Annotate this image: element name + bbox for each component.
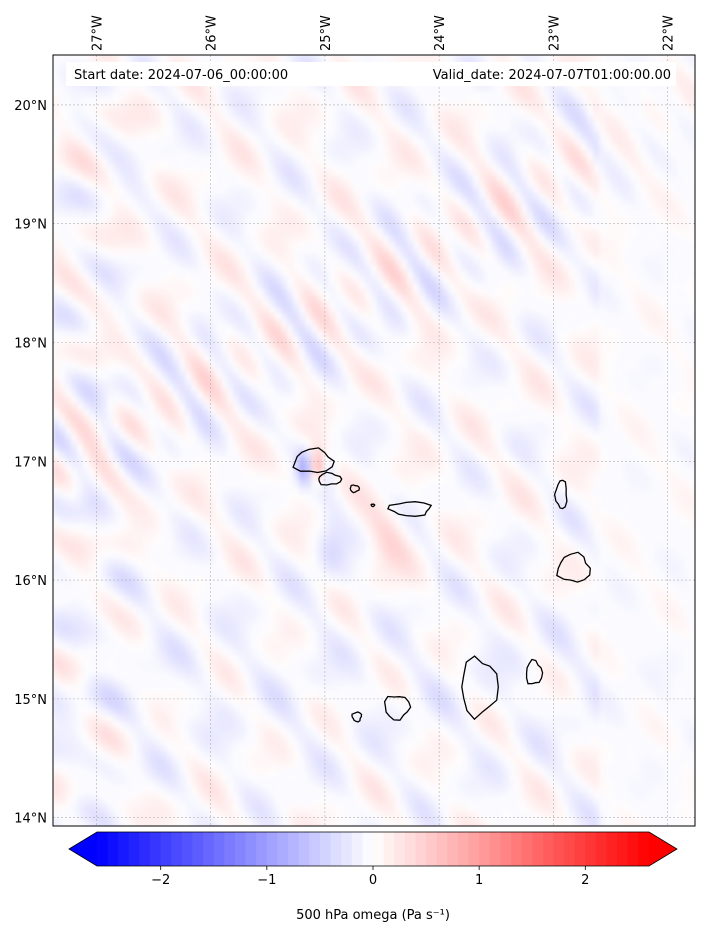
island-outline — [349, 484, 361, 494]
colorbar-label: 500 hPa omega (Pa s⁻¹) — [296, 908, 450, 923]
colorbar-segment — [532, 832, 544, 866]
island-outline — [351, 711, 363, 723]
valid-date-label: Valid_date: 2024-07-07T01:00:00.00 — [433, 68, 671, 83]
colorbar-segment — [362, 832, 374, 866]
colorbar-segment — [574, 832, 586, 866]
longitude-tick-label: 25°W — [319, 15, 334, 51]
colorbar-segment — [468, 832, 480, 866]
colorbar-segment — [139, 832, 151, 866]
colorbar-segment — [330, 832, 342, 866]
latitude-tick-label: 18°N — [14, 336, 47, 351]
latitude-tick-label: 14°N — [14, 812, 47, 827]
longitude-tick-label: 24°W — [433, 15, 448, 51]
colorbar-segment — [203, 832, 215, 866]
colorbar-segment — [457, 832, 469, 866]
colorbar-segment — [97, 832, 109, 866]
colorbar-segment — [298, 832, 310, 866]
colorbar-segment — [617, 832, 629, 866]
longitude-labels: 27°W 26°W 25°W 24°W 23°W 22°W — [90, 15, 676, 51]
colorbar-segment — [542, 832, 554, 866]
colorbar-segment — [213, 832, 225, 866]
colorbar-segment — [171, 832, 183, 866]
island-outline — [370, 503, 376, 508]
longitude-tick-label: 23°W — [547, 15, 562, 51]
colorbar-tick-label: 0 — [369, 873, 377, 888]
colorbar-tick-label: 2 — [581, 873, 589, 888]
island-outline — [387, 501, 433, 517]
colorbar-segment — [595, 832, 607, 866]
colorbar-segment — [288, 832, 300, 866]
island-outline — [383, 695, 412, 721]
colorbar-segment — [585, 832, 597, 866]
colorbar-segment — [489, 832, 501, 866]
colorbar-segment — [192, 832, 204, 866]
colorbar-segment — [404, 832, 416, 866]
colorbar-segment — [128, 832, 140, 866]
colorbar-tick-label: 1 — [475, 873, 483, 888]
colorbar-segment — [150, 832, 162, 866]
island-outline — [553, 479, 568, 510]
colorbar-segment — [553, 832, 565, 866]
colorbar-segment — [245, 832, 257, 866]
colorbar-segment — [118, 832, 130, 866]
colorbar-segment — [627, 832, 639, 866]
start-date-label: Start date: 2024-07-06_00:00:00 — [74, 68, 288, 83]
colorbar-segment — [426, 832, 438, 866]
colorbar-segment — [319, 832, 331, 866]
colorbar-segment — [638, 832, 650, 866]
colorbar-segment — [447, 832, 459, 866]
colorbar-tick-label: −2 — [151, 873, 170, 888]
colorbar-segment — [266, 832, 278, 866]
colorbar-segment — [606, 832, 618, 866]
colorbar-extend-low — [69, 832, 97, 866]
map-border — [52, 54, 696, 827]
coastlines — [292, 447, 591, 723]
island-outline — [461, 655, 499, 721]
latitude-tick-label: 15°N — [14, 693, 47, 708]
colorbar-segment — [394, 832, 406, 866]
latitude-tick-label: 16°N — [14, 574, 47, 589]
longitude-tick-label: 22°W — [662, 15, 677, 51]
colorbar-extend-high — [649, 832, 677, 866]
omega-field — [53, 55, 695, 826]
colorbar-segment — [383, 832, 395, 866]
colorbar-segment — [341, 832, 353, 866]
colorbar-segment — [309, 832, 321, 866]
map-gridlines — [53, 55, 695, 826]
colorbar-segment — [107, 832, 119, 866]
latitude-tick-label: 20°N — [14, 99, 47, 114]
colorbar-tick-label: −1 — [257, 873, 276, 888]
latitude-labels: 20°N 19°N 18°N 17°N 16°N 15°N 14°N — [14, 99, 47, 827]
longitude-tick-label: 27°W — [90, 15, 105, 51]
colorbar-segment — [564, 832, 576, 866]
colorbar-segment — [351, 832, 363, 866]
colorbar-segment — [521, 832, 533, 866]
colorbar-segment — [235, 832, 247, 866]
colorbar-segment — [181, 832, 193, 866]
header-box — [66, 62, 676, 86]
colorbar-segment — [479, 832, 491, 866]
island-outline — [525, 658, 544, 685]
colorbar-segment — [500, 832, 512, 866]
colorbar-segment — [256, 832, 268, 866]
colorbar-segment — [224, 832, 236, 866]
latitude-tick-label: 17°N — [14, 455, 47, 470]
island-outline — [292, 447, 335, 474]
colorbar: −2 −1 0 1 2 500 hPa omega (Pa s⁻¹) — [68, 831, 678, 923]
colorbar-segment — [436, 832, 448, 866]
colorbar-segment — [160, 832, 172, 866]
colorbar-outline — [68, 831, 678, 867]
colorbar-segment — [277, 832, 289, 866]
colorbar-segment — [415, 832, 427, 866]
latitude-tick-label: 19°N — [14, 218, 47, 233]
colorbar-segment — [373, 832, 385, 866]
island-outline — [556, 551, 591, 583]
colorbar-segment — [511, 832, 523, 866]
longitude-tick-label: 26°W — [205, 15, 220, 51]
island-outline — [318, 471, 343, 486]
